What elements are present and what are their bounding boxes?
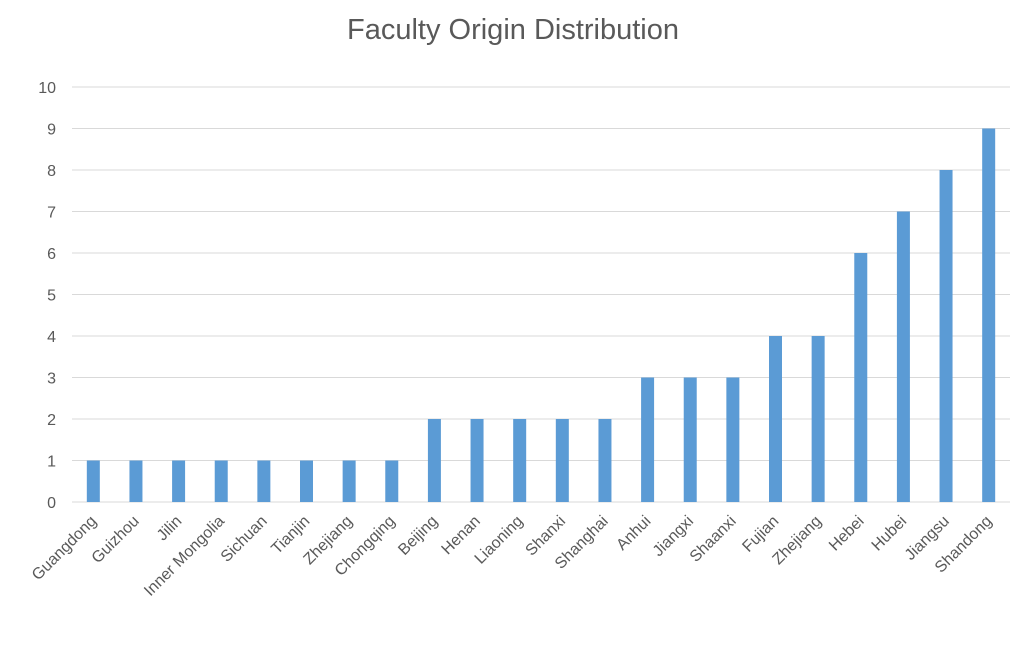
x-tick-label: Hebei xyxy=(826,513,868,555)
bar xyxy=(769,336,782,502)
bar xyxy=(129,460,143,502)
bar xyxy=(214,460,228,502)
x-tick-label: Guangdong xyxy=(29,513,100,584)
bar xyxy=(513,419,527,502)
y-tick-label: 5 xyxy=(47,288,56,305)
y-tick-label: 6 xyxy=(47,246,56,263)
bar xyxy=(172,460,186,502)
bar xyxy=(641,377,655,502)
x-tick-label: Anhui xyxy=(613,513,654,554)
y-axis: 0 1 2 3 4 5 6 7 8 9 10 xyxy=(38,80,56,512)
bar xyxy=(427,419,441,502)
bar xyxy=(598,419,612,502)
y-tick-label: 9 xyxy=(47,122,56,139)
y-tick-label: 10 xyxy=(38,80,56,97)
bars xyxy=(86,128,996,502)
bar xyxy=(385,460,399,502)
bar xyxy=(470,419,484,502)
y-tick-label: 8 xyxy=(47,163,56,180)
x-tick-label: Shaanxi xyxy=(687,513,740,566)
chart-title: Faculty Origin Distribution xyxy=(347,14,679,46)
y-tick-label: 1 xyxy=(47,454,56,471)
bar xyxy=(86,460,100,502)
y-tick-label: 0 xyxy=(47,495,56,512)
bar xyxy=(811,336,825,502)
x-tick-label: Hubei xyxy=(869,513,911,555)
y-tick-label: 7 xyxy=(47,205,56,222)
y-tick-label: 4 xyxy=(47,329,56,346)
x-tick-label: Jilin xyxy=(154,513,186,545)
x-tick-label: Sichuan xyxy=(218,513,271,566)
x-tick-label: Beijing xyxy=(395,513,441,559)
bar xyxy=(300,460,313,502)
bar xyxy=(555,419,569,502)
y-tick-label: 2 xyxy=(47,412,56,429)
x-tick-label: Guizhou xyxy=(89,513,143,567)
bar xyxy=(257,460,271,502)
y-tick-label: 3 xyxy=(47,371,56,388)
gridlines xyxy=(72,86,1010,503)
bar xyxy=(683,377,697,502)
x-tick-label: Inner Mongolia xyxy=(141,513,228,600)
bar xyxy=(726,377,740,502)
bar xyxy=(342,460,356,502)
bar xyxy=(982,128,996,502)
bar xyxy=(896,211,910,502)
bar xyxy=(939,170,953,502)
bar xyxy=(854,253,868,502)
